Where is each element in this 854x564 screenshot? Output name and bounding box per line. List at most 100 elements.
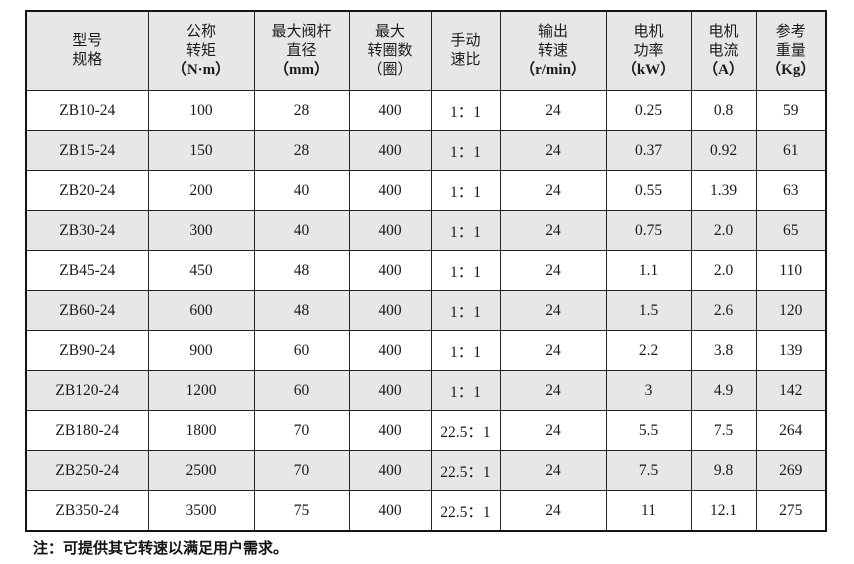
table-cell: ZB90-24 bbox=[25, 330, 149, 371]
header-row: 型号 规格 公称 转矩 （N·m） 最大阀杆 直径 （mm） 最大 转圈数 （圈… bbox=[25, 10, 827, 91]
header-unit: （N·m） bbox=[171, 61, 231, 78]
table-cell: ZB120-24 bbox=[25, 370, 149, 411]
table-row: ZB350-24 3500 75 400 22.5：1 24 11 12.1 275 bbox=[25, 490, 827, 532]
table-cell: 22.5：1 bbox=[430, 410, 501, 451]
table-cell: 1：1 bbox=[430, 290, 501, 331]
table-cell: 24 bbox=[499, 210, 607, 251]
table-cell: 59 bbox=[755, 90, 827, 131]
header-line: 最大 bbox=[374, 23, 405, 40]
table-cell: 120 bbox=[755, 290, 827, 331]
col-header-max-stem-diameter: 最大阀杆 直径 （mm） bbox=[253, 10, 350, 91]
table-cell: 400 bbox=[348, 130, 432, 171]
table-cell: 1：1 bbox=[430, 130, 501, 171]
header-unit: （mm） bbox=[274, 61, 329, 78]
table-cell: 48 bbox=[253, 290, 350, 331]
table-row: ZB90-24 900 60 400 1：1 24 2.2 3.8 139 bbox=[25, 330, 827, 371]
table-cell: 600 bbox=[147, 290, 255, 331]
table-row: ZB45-24 450 48 400 1：1 24 1.1 2.0 110 bbox=[25, 250, 827, 291]
table-cell: 24 bbox=[499, 250, 607, 291]
table-cell: 40 bbox=[253, 210, 350, 251]
table-cell: 28 bbox=[253, 90, 350, 131]
col-header-manual-ratio: 手动 速比 bbox=[430, 10, 501, 91]
table-cell: 1.5 bbox=[605, 290, 692, 331]
table-cell: 450 bbox=[147, 250, 255, 291]
table-cell: 11 bbox=[605, 490, 692, 532]
table-cell: ZB250-24 bbox=[25, 450, 149, 491]
table-row: ZB15-24 150 28 400 1：1 24 0.37 0.92 61 bbox=[25, 130, 827, 171]
header-line: 手动 bbox=[450, 33, 481, 49]
col-header-reference-weight: 参考 重量 （Kg） bbox=[755, 10, 827, 91]
table-cell: 110 bbox=[755, 250, 827, 291]
header-line: 公称 bbox=[185, 23, 216, 40]
table-cell: ZB180-24 bbox=[25, 410, 149, 451]
header-line: 重量 bbox=[775, 42, 806, 59]
header-line: 转矩 bbox=[185, 42, 216, 59]
table-cell: 60 bbox=[253, 370, 350, 411]
table-cell: 0.75 bbox=[605, 210, 692, 251]
header-unit: （kW） bbox=[621, 61, 676, 78]
table-cell: 0.25 bbox=[605, 90, 692, 131]
table-cell: 1：1 bbox=[430, 90, 501, 131]
table-cell: 24 bbox=[499, 410, 607, 451]
table-cell: 28 bbox=[253, 130, 350, 171]
table-cell: 0.8 bbox=[690, 90, 757, 131]
table-cell: 1：1 bbox=[430, 250, 501, 291]
table-cell: 7.5 bbox=[690, 410, 757, 451]
table-cell: 61 bbox=[755, 130, 827, 171]
header-line: 型号 bbox=[72, 33, 103, 49]
table-cell: 3 bbox=[605, 370, 692, 411]
table-cell: 400 bbox=[348, 490, 432, 532]
table-cell: 400 bbox=[348, 90, 432, 131]
table-cell: 2.0 bbox=[690, 250, 757, 291]
header-line: 转圈数 bbox=[367, 42, 413, 59]
table-cell: 9.8 bbox=[690, 450, 757, 491]
header-line: 输出 bbox=[537, 23, 568, 40]
table-cell: 100 bbox=[147, 90, 255, 131]
table-body: ZB10-24 100 28 400 1：1 24 0.25 0.8 59 ZB15-24 150 2… bbox=[25, 90, 827, 532]
table-cell: 24 bbox=[499, 490, 607, 532]
header-line: 电流 bbox=[708, 42, 739, 59]
col-header-motor-power: 电机 功率 （kW） bbox=[605, 10, 692, 91]
table-cell: 7.5 bbox=[605, 450, 692, 491]
table-cell: 40 bbox=[253, 170, 350, 211]
table-cell: 24 bbox=[499, 330, 607, 371]
table-cell: 400 bbox=[348, 330, 432, 371]
header-line: 电机 bbox=[633, 23, 664, 40]
table-cell: 48 bbox=[253, 250, 350, 291]
table-cell: 22.5：1 bbox=[430, 490, 501, 532]
table-row: ZB30-24 300 40 400 1：1 24 0.75 2.0 65 bbox=[25, 210, 827, 251]
table-cell: 75 bbox=[253, 490, 350, 532]
table-cell: ZB350-24 bbox=[25, 490, 149, 532]
table-cell: 0.55 bbox=[605, 170, 692, 211]
table-cell: 400 bbox=[348, 290, 432, 331]
table-cell: 24 bbox=[499, 170, 607, 211]
table-header: 型号 规格 公称 转矩 （N·m） 最大阀杆 直径 （mm） 最大 转圈数 （圈… bbox=[25, 10, 827, 91]
header-unit: （圈） bbox=[367, 61, 413, 78]
table-cell: ZB30-24 bbox=[25, 210, 149, 251]
header-line: 速比 bbox=[450, 52, 481, 68]
table-cell: 65 bbox=[755, 210, 827, 251]
header-line: 功率 bbox=[633, 42, 664, 59]
col-header-output-speed: 输出 转速 （r/min） bbox=[499, 10, 607, 91]
col-header-model: 型号 规格 bbox=[25, 10, 149, 91]
table-cell: 400 bbox=[348, 450, 432, 491]
table-cell: 200 bbox=[147, 170, 255, 211]
table-cell: 63 bbox=[755, 170, 827, 211]
table-cell: ZB45-24 bbox=[25, 250, 149, 291]
table-cell: 900 bbox=[147, 330, 255, 371]
table-row: ZB180-24 1800 70 400 22.5：1 24 5.5 7.5 264 bbox=[25, 410, 827, 451]
table-row: ZB60-24 600 48 400 1：1 24 1.5 2.6 120 bbox=[25, 290, 827, 331]
table-cell: 142 bbox=[755, 370, 827, 411]
header-line: 直径 bbox=[286, 42, 317, 59]
table-cell: 275 bbox=[755, 490, 827, 532]
header-line: 规格 bbox=[72, 52, 103, 68]
table-cell: 400 bbox=[348, 410, 432, 451]
table-cell: ZB15-24 bbox=[25, 130, 149, 171]
table-cell: ZB10-24 bbox=[25, 90, 149, 131]
table-row: ZB20-24 200 40 400 1：1 24 0.55 1.39 63 bbox=[25, 170, 827, 211]
table-cell: 1：1 bbox=[430, 370, 501, 411]
table-cell: 2500 bbox=[147, 450, 255, 491]
col-header-max-turns: 最大 转圈数 （圈） bbox=[348, 10, 432, 91]
table-cell: 24 bbox=[499, 450, 607, 491]
